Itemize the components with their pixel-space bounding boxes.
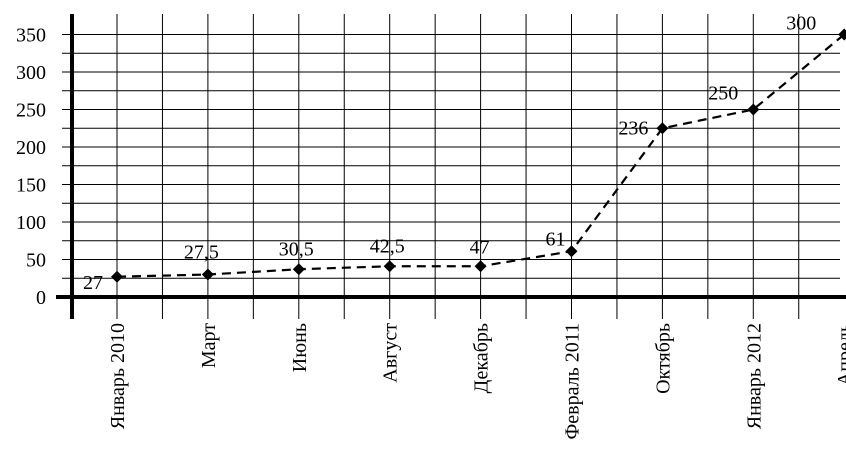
- y-tick-label: 300: [16, 62, 46, 84]
- axes: [56, 14, 846, 319]
- data-labels: 27 27,5 30,5 42,5 47 61 236 250 300: [83, 13, 816, 294]
- data-label: 27: [83, 272, 103, 294]
- data-point: [838, 28, 846, 41]
- grid: [62, 14, 840, 319]
- y-tick-label: 100: [16, 212, 46, 234]
- y-tick-label: 150: [16, 175, 46, 197]
- data-label: 236: [618, 117, 648, 139]
- data-point: [656, 122, 669, 135]
- x-tick-label: Октябрь: [652, 323, 674, 394]
- data-point: [111, 270, 123, 283]
- data-label: 47: [470, 236, 490, 258]
- y-tick-label: 50: [26, 250, 46, 272]
- y-tick-labels: 0 50 100 150 200 250 300 350: [16, 25, 46, 310]
- x-tick-label: Июнь: [289, 323, 311, 372]
- y-tick-label: 200: [16, 137, 46, 159]
- data-point: [747, 103, 760, 116]
- x-tick-label: Март: [198, 323, 220, 368]
- x-tick-label: Январь 2010: [107, 323, 129, 429]
- y-tick-label: 350: [16, 25, 46, 47]
- x-tick-label: Декабрь: [471, 323, 493, 393]
- y-tick-label: 0: [36, 287, 46, 309]
- data-label: 30,5: [279, 238, 314, 260]
- data-label: 42,5: [370, 235, 405, 257]
- data-point: [292, 263, 305, 276]
- data-label: 27,5: [184, 242, 219, 264]
- data-label: 61: [546, 228, 566, 250]
- data-point: [565, 245, 578, 258]
- x-tick-labels: Январь 2010 Март Июнь Август Декабрь Февраль …: [107, 323, 846, 440]
- x-tick-label: Февраль 2011: [562, 323, 584, 440]
- data-label: 300: [786, 13, 816, 35]
- data-point: [383, 260, 396, 273]
- data-point: [201, 268, 214, 281]
- data-point: [474, 260, 487, 273]
- series: [111, 28, 846, 283]
- x-tick-label: Апрель: [834, 323, 846, 386]
- x-tick-label: Август: [380, 323, 402, 383]
- y-tick-label: 250: [16, 100, 46, 122]
- x-tick-label: Январь 2012: [743, 323, 765, 429]
- data-label: 250: [708, 83, 738, 105]
